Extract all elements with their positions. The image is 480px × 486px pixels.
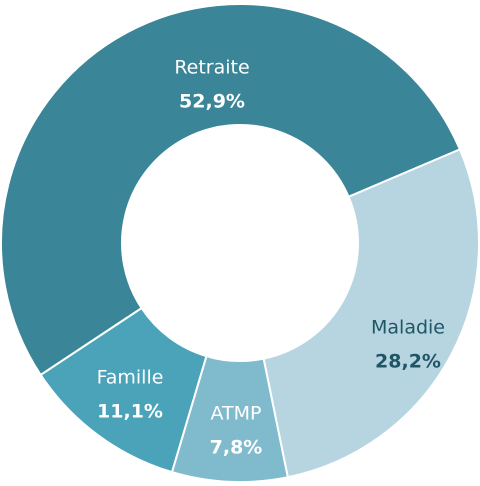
slice-name: ATMP: [211, 403, 262, 425]
donut-slice: [39, 306, 208, 474]
slice-name: Retraite: [174, 57, 249, 79]
slice-value: 52,9%: [179, 91, 245, 113]
slice-value: 7,8%: [210, 437, 263, 459]
donut-slice: [0, 3, 462, 377]
slice-value: 28,2%: [375, 351, 441, 373]
slice-name: Maladie: [371, 317, 445, 339]
slice-value: 11,1%: [97, 401, 163, 423]
donut-slice: [262, 148, 480, 479]
slice-name: Famille: [97, 367, 164, 389]
